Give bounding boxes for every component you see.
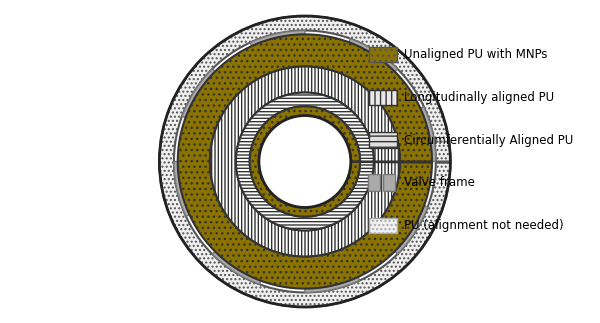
Polygon shape <box>210 67 400 256</box>
Text: Unaligned PU with MNPs: Unaligned PU with MNPs <box>404 48 548 61</box>
Polygon shape <box>160 16 451 307</box>
Polygon shape <box>236 93 374 230</box>
Text: Longitudinally aligned PU: Longitudinally aligned PU <box>404 91 554 104</box>
Wedge shape <box>182 69 215 118</box>
Polygon shape <box>250 106 360 217</box>
Bar <box>369 132 397 148</box>
Text: Circumferentially Aligned PU: Circumferentially Aligned PU <box>404 133 574 147</box>
Text: Valve frame: Valve frame <box>404 176 475 190</box>
Wedge shape <box>421 107 436 162</box>
Circle shape <box>259 116 351 207</box>
Bar <box>369 47 397 62</box>
FancyBboxPatch shape <box>368 174 380 191</box>
Wedge shape <box>395 205 428 254</box>
Bar <box>369 218 397 234</box>
Polygon shape <box>178 34 432 289</box>
Wedge shape <box>174 162 190 216</box>
Bar <box>369 89 397 105</box>
Wedge shape <box>212 251 261 284</box>
Wedge shape <box>349 39 397 72</box>
Text: PU (alignment not needed): PU (alignment not needed) <box>404 219 564 232</box>
Wedge shape <box>305 277 359 292</box>
Wedge shape <box>250 31 305 46</box>
FancyBboxPatch shape <box>383 174 395 191</box>
